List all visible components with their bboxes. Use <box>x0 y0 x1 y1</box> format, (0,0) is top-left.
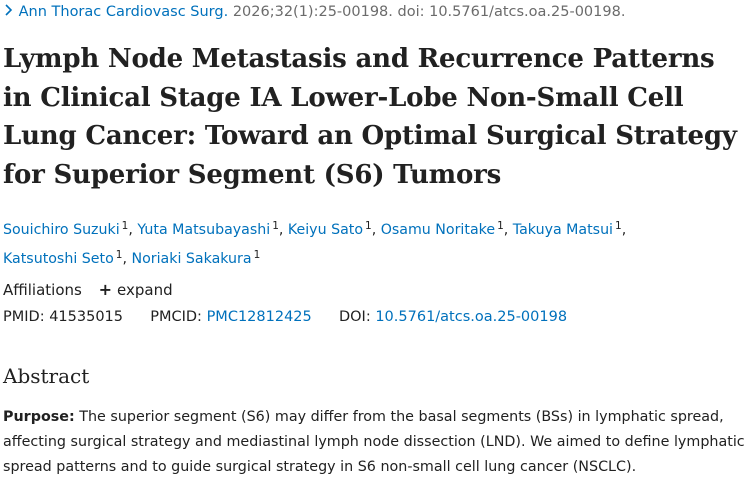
author-affiliation-sup[interactable]: 1 <box>272 220 279 232</box>
abstract-paragraph: Purpose: The superior segment (S6) may d… <box>3 405 745 480</box>
author-affiliation-sup[interactable]: 1 <box>615 220 622 232</box>
identifiers-row: PMID: 41535015 PMCID: PMC12812425 DOI: 1… <box>3 309 567 325</box>
author-link[interactable]: Takuya Matsui <box>512 222 614 238</box>
author-link[interactable]: Katsutoshi Seto <box>3 251 114 267</box>
journal-link[interactable]: Ann Thorac Cardiovasc Surg. <box>18 4 229 20</box>
expand-affiliations-button[interactable]: + expand <box>98 280 173 299</box>
citation-line: Ann Thorac Cardiovasc Surg. 2026;32(1):2… <box>4 4 625 20</box>
author-affiliation-sup[interactable]: 1 <box>365 220 372 232</box>
affiliations-row: Affiliations + expand <box>3 280 173 299</box>
author-list: Souichiro Suzuki 1, Yuta Matsubayashi 1, K… <box>3 220 627 267</box>
chevron-right-icon[interactable] <box>4 4 14 20</box>
author-link[interactable]: Yuta Matsubayashi <box>137 222 271 238</box>
author-link[interactable]: Keiyu Sato <box>287 222 364 238</box>
pmid-value: 41535015 <box>49 309 124 325</box>
pmcid-link[interactable]: PMC12812425 <box>206 309 312 325</box>
author-affiliation-sup[interactable]: 1 <box>497 220 504 232</box>
author-link[interactable]: Souichiro Suzuki <box>3 222 120 238</box>
author-affiliation-sup[interactable]: 1 <box>115 249 123 261</box>
affiliations-label: Affiliations <box>3 281 82 299</box>
abstract-body: The superior segment (S6) may differ fro… <box>3 409 745 475</box>
author-link[interactable]: Osamu Noritake <box>380 222 496 238</box>
plus-icon: + <box>98 280 113 299</box>
citation-details: 2026;32(1):25-00198. doi: 10.5761/atcs.o… <box>232 4 626 20</box>
abstract-heading: Abstract <box>3 364 90 388</box>
pmcid-label: PMCID: <box>150 309 202 325</box>
author-affiliation-sup[interactable]: 1 <box>253 249 261 261</box>
pmid-label: PMID: <box>3 309 45 325</box>
article-title: Lymph Node Metastasis and Recurrence Pat… <box>3 44 737 190</box>
doi-label: DOI: <box>338 309 371 325</box>
author-link[interactable]: Noriaki Sakakura <box>131 251 252 267</box>
doi-link[interactable]: 10.5761/atcs.oa.25-00198 <box>375 309 568 325</box>
abstract-lead: Purpose: <box>3 409 75 425</box>
author-affiliation-sup[interactable]: 1 <box>121 220 129 232</box>
expand-label: expand <box>117 281 173 299</box>
